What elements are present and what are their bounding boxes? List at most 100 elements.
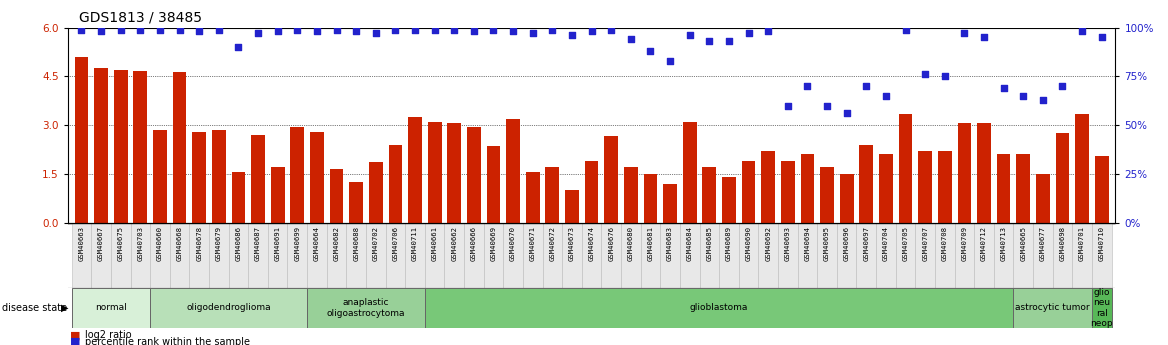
Bar bbox=[918, 151, 932, 223]
Point bbox=[798, 83, 816, 89]
Text: GSM40677: GSM40677 bbox=[1040, 226, 1045, 261]
Text: GSM40676: GSM40676 bbox=[609, 226, 614, 261]
Bar bbox=[836, 223, 856, 288]
Bar bbox=[267, 223, 287, 288]
Text: GSM40670: GSM40670 bbox=[510, 226, 516, 261]
Point bbox=[72, 27, 91, 32]
Bar bbox=[543, 223, 562, 288]
Bar bbox=[189, 223, 209, 288]
Bar bbox=[660, 223, 680, 288]
Text: ■: ■ bbox=[70, 331, 81, 340]
Bar bbox=[640, 223, 660, 288]
Bar bbox=[291, 127, 304, 223]
Point bbox=[327, 27, 346, 32]
Bar bbox=[860, 145, 874, 223]
Bar bbox=[1052, 223, 1072, 288]
Text: GSM40710: GSM40710 bbox=[1099, 226, 1105, 261]
Bar bbox=[425, 223, 445, 288]
Point bbox=[131, 27, 150, 32]
Bar bbox=[781, 161, 794, 223]
Bar bbox=[369, 162, 383, 223]
Point bbox=[739, 31, 758, 36]
Point bbox=[288, 27, 307, 32]
Bar bbox=[545, 167, 559, 223]
Bar bbox=[151, 288, 307, 328]
Point bbox=[1054, 83, 1072, 89]
Point bbox=[249, 31, 267, 36]
Bar bbox=[169, 223, 189, 288]
Bar bbox=[484, 223, 503, 288]
Text: GSM40708: GSM40708 bbox=[941, 226, 947, 261]
Point bbox=[523, 31, 542, 36]
Bar bbox=[487, 146, 500, 223]
Bar bbox=[464, 223, 484, 288]
Point bbox=[171, 27, 189, 32]
Text: GSM40705: GSM40705 bbox=[903, 226, 909, 261]
Text: oligodendroglioma: oligodendroglioma bbox=[187, 303, 271, 313]
Text: GSM40711: GSM40711 bbox=[412, 226, 418, 261]
Bar bbox=[229, 223, 249, 288]
Point bbox=[857, 83, 876, 89]
Text: GSM40687: GSM40687 bbox=[255, 226, 262, 261]
Point bbox=[936, 73, 954, 79]
Bar bbox=[778, 223, 798, 288]
Point bbox=[719, 39, 738, 44]
Text: GSM40673: GSM40673 bbox=[569, 226, 575, 261]
Bar bbox=[663, 184, 677, 223]
Text: astrocytic tumor: astrocytic tumor bbox=[1015, 303, 1090, 313]
Point bbox=[503, 29, 522, 34]
Text: GSM40689: GSM40689 bbox=[726, 226, 732, 261]
Bar bbox=[585, 161, 598, 223]
Point bbox=[1072, 29, 1091, 34]
Text: GSM40699: GSM40699 bbox=[294, 226, 300, 261]
Bar bbox=[1094, 156, 1108, 223]
Bar bbox=[1092, 223, 1112, 288]
Text: GSM40695: GSM40695 bbox=[825, 226, 830, 261]
Bar bbox=[602, 223, 621, 288]
Text: GSM40704: GSM40704 bbox=[883, 226, 889, 261]
Text: GSM40698: GSM40698 bbox=[1059, 226, 1065, 261]
Text: GSM40697: GSM40697 bbox=[863, 226, 869, 261]
Bar bbox=[71, 223, 91, 288]
Point bbox=[465, 29, 484, 34]
Bar bbox=[71, 288, 151, 328]
Bar bbox=[95, 68, 107, 223]
Bar bbox=[994, 223, 1014, 288]
Text: GSM40691: GSM40691 bbox=[274, 226, 280, 261]
Text: GSM40665: GSM40665 bbox=[1020, 226, 1027, 261]
Bar bbox=[762, 151, 776, 223]
Bar bbox=[251, 135, 265, 223]
Bar bbox=[408, 117, 422, 223]
Bar bbox=[624, 167, 638, 223]
Point bbox=[229, 44, 248, 50]
Bar bbox=[153, 130, 167, 223]
Text: log2 ratio: log2 ratio bbox=[85, 331, 132, 340]
Text: normal: normal bbox=[95, 303, 127, 313]
Bar bbox=[425, 288, 1014, 328]
Text: GSM40660: GSM40660 bbox=[157, 226, 164, 261]
Text: glio
neu
ral
neop: glio neu ral neop bbox=[1091, 288, 1113, 328]
Text: GSM40674: GSM40674 bbox=[589, 226, 595, 261]
Bar bbox=[523, 223, 543, 288]
Bar bbox=[1076, 114, 1089, 223]
Bar bbox=[327, 223, 347, 288]
Text: glioblastoma: glioblastoma bbox=[690, 303, 749, 313]
Bar bbox=[934, 223, 954, 288]
Point bbox=[209, 27, 228, 32]
Point bbox=[151, 27, 169, 32]
Bar bbox=[310, 131, 324, 223]
Bar bbox=[503, 223, 523, 288]
Bar bbox=[1072, 223, 1092, 288]
Point bbox=[778, 103, 797, 108]
Point bbox=[269, 29, 287, 34]
Point bbox=[837, 111, 856, 116]
Point bbox=[680, 33, 698, 38]
Point bbox=[896, 27, 915, 32]
Bar bbox=[916, 223, 934, 288]
Bar bbox=[307, 223, 327, 288]
Bar bbox=[209, 223, 229, 288]
Text: GSM40683: GSM40683 bbox=[667, 226, 673, 261]
Bar bbox=[1056, 133, 1070, 223]
Point bbox=[405, 27, 424, 32]
Text: GSM40664: GSM40664 bbox=[314, 226, 320, 261]
